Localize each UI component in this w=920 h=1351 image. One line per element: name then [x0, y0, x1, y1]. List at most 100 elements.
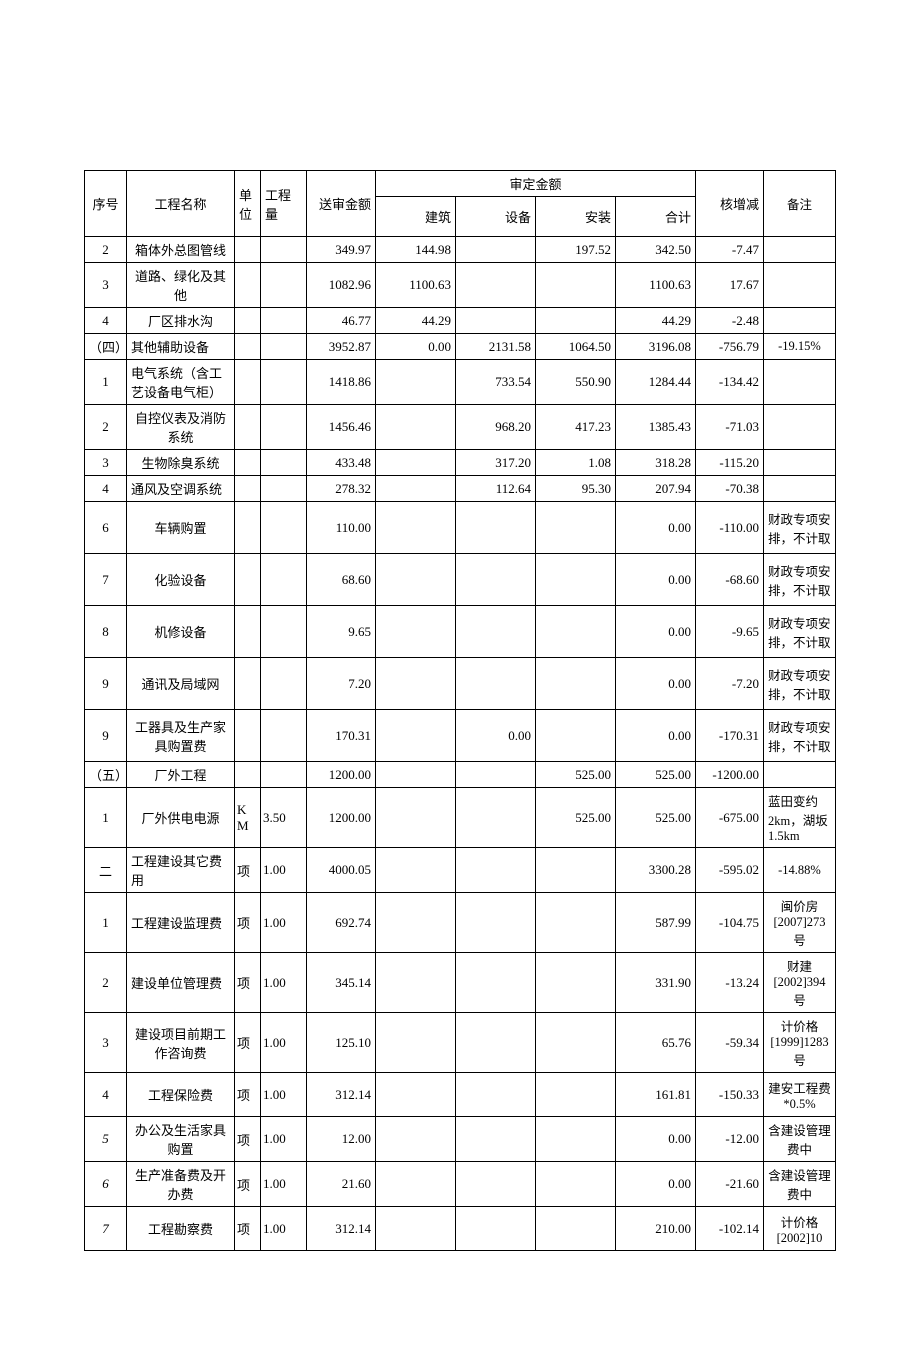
table-row: （四）其他辅助设备3952.870.002131.581064.503196.0…	[85, 334, 836, 360]
cell	[456, 606, 536, 658]
cell: -70.38	[696, 476, 764, 502]
cell	[261, 237, 307, 263]
cell	[261, 263, 307, 308]
cell: -9.65	[696, 606, 764, 658]
table-row: 1厂外供电电源KM3.501200.00525.00525.00-675.00蓝…	[85, 788, 836, 848]
cell: 0.00	[616, 710, 696, 762]
col-unit: 单位	[235, 171, 261, 237]
cell: -104.75	[696, 893, 764, 953]
cell	[261, 360, 307, 405]
cell	[261, 334, 307, 360]
cell	[456, 658, 536, 710]
table-row: 3建设项目前期工作咨询费项1.00125.1065.76-59.34计价格[19…	[85, 1013, 836, 1073]
cell: 通讯及局域网	[127, 658, 235, 710]
cell: 项	[235, 1117, 261, 1162]
table-row: （五）厂外工程1200.00525.00525.00-1200.00	[85, 762, 836, 788]
cell: 525.00	[536, 762, 616, 788]
cell	[456, 308, 536, 334]
cell: 0.00	[616, 606, 696, 658]
cell	[376, 848, 456, 893]
table-row: 6生产准备费及开办费项1.0021.600.00-21.60含建设管理费中	[85, 1162, 836, 1207]
cell: 1	[85, 360, 127, 405]
cell	[376, 554, 456, 606]
cell: 1064.50	[536, 334, 616, 360]
cell: 项	[235, 953, 261, 1013]
cell: 2	[85, 237, 127, 263]
cell	[261, 658, 307, 710]
cell	[235, 762, 261, 788]
cell	[536, 308, 616, 334]
cell: 办公及生活家具购置	[127, 1117, 235, 1162]
cell	[376, 360, 456, 405]
cell: -115.20	[696, 450, 764, 476]
cell: 0.00	[616, 502, 696, 554]
cell: 550.90	[536, 360, 616, 405]
cell	[376, 1073, 456, 1117]
cell: 自控仪表及消防系统	[127, 405, 235, 450]
cell	[235, 476, 261, 502]
cell: -21.60	[696, 1162, 764, 1207]
table-row: 4厂区排水沟46.7744.2944.29-2.48	[85, 308, 836, 334]
cell: 112.64	[456, 476, 536, 502]
cell: 3	[85, 1013, 127, 1073]
table-body: 2箱体外总图管线349.97144.98197.52342.50-7.473道路…	[85, 237, 836, 1251]
cell	[536, 893, 616, 953]
cell: 318.28	[616, 450, 696, 476]
cell: 1100.63	[376, 263, 456, 308]
table-row: 4通风及空调系统278.32112.6495.30207.94-70.38	[85, 476, 836, 502]
cell	[536, 848, 616, 893]
cell	[456, 848, 536, 893]
cell	[536, 953, 616, 1013]
table-row: 9通讯及局域网7.200.00-7.20财政专项安排，不计取	[85, 658, 836, 710]
cell: 8	[85, 606, 127, 658]
cell	[764, 476, 836, 502]
cell	[235, 237, 261, 263]
cell: -19.15%	[764, 334, 836, 360]
cell: 财政专项安排，不计取	[764, 606, 836, 658]
cell	[536, 554, 616, 606]
table-row: 7化验设备68.600.00-68.60财政专项安排，不计取	[85, 554, 836, 606]
cell	[764, 405, 836, 450]
cell: 17.67	[696, 263, 764, 308]
cell: 1.00	[261, 953, 307, 1013]
cell: 项	[235, 1162, 261, 1207]
cell: -675.00	[696, 788, 764, 848]
table-row: 6车辆购置110.000.00-110.00财政专项安排，不计取	[85, 502, 836, 554]
cell: 工程保险费	[127, 1073, 235, 1117]
cell: 210.00	[616, 1207, 696, 1251]
cell: 项	[235, 1207, 261, 1251]
cell: 7	[85, 554, 127, 606]
cell	[536, 1117, 616, 1162]
cell	[456, 1162, 536, 1207]
cell	[456, 237, 536, 263]
table-row: 7工程勘察费项1.00312.14210.00-102.14计价格[2002]1…	[85, 1207, 836, 1251]
cell	[261, 502, 307, 554]
cell	[376, 1013, 456, 1073]
cell	[376, 1207, 456, 1251]
cell: 财政专项安排，不计取	[764, 710, 836, 762]
cell	[235, 263, 261, 308]
cell: -2.48	[696, 308, 764, 334]
cell: 312.14	[307, 1073, 376, 1117]
cell: 525.00	[616, 762, 696, 788]
cell: 1.00	[261, 1117, 307, 1162]
cell: 46.77	[307, 308, 376, 334]
cell: 4	[85, 476, 127, 502]
cell: 0.00	[376, 334, 456, 360]
cell: 0.00	[616, 1162, 696, 1207]
col-seq: 序号	[85, 171, 127, 237]
cell: 12.00	[307, 1117, 376, 1162]
cell: 1284.44	[616, 360, 696, 405]
cell: 厂外工程	[127, 762, 235, 788]
cell	[376, 1117, 456, 1162]
col-audit-install: 安装	[536, 197, 616, 237]
table-row: 3生物除臭系统433.48317.201.08318.28-115.20	[85, 450, 836, 476]
cell: 厂外供电电源	[127, 788, 235, 848]
cell: -7.47	[696, 237, 764, 263]
cell: 1	[85, 788, 127, 848]
cell	[235, 554, 261, 606]
col-diff: 核增减	[696, 171, 764, 237]
cell	[376, 762, 456, 788]
cell	[235, 606, 261, 658]
cell: 车辆购置	[127, 502, 235, 554]
